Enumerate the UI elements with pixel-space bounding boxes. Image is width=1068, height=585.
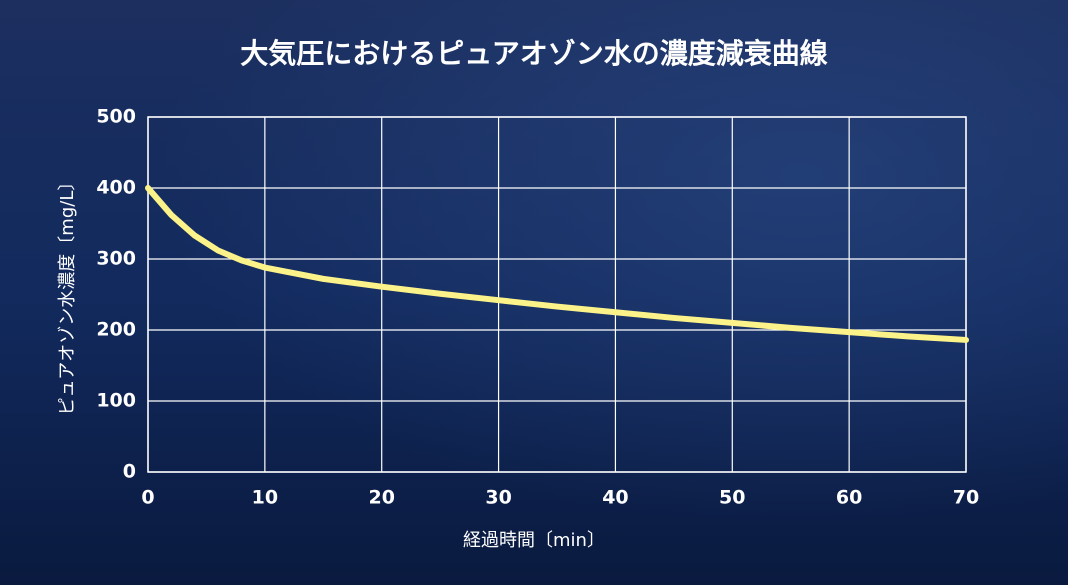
y-tick-label: 200 xyxy=(96,319,136,341)
x-tick-label: 20 xyxy=(368,487,394,509)
x-tick-label: 30 xyxy=(485,487,511,509)
y-tick-label: 0 xyxy=(123,461,136,483)
y-tick-label: 500 xyxy=(96,106,136,128)
x-tick-label: 70 xyxy=(953,487,979,509)
x-axis-label: 経過時間〔min〕 xyxy=(463,530,605,551)
x-tick-label: 50 xyxy=(719,487,745,509)
y-tick-label: 300 xyxy=(96,248,136,270)
x-tick-label: 40 xyxy=(602,487,628,509)
y-tick-label: 100 xyxy=(96,390,136,412)
y-axis-label: ピュアオゾン水濃度〔mg/L〕 xyxy=(57,173,78,416)
x-tick-label: 60 xyxy=(836,487,862,509)
y-tick-label: 400 xyxy=(96,177,136,199)
x-tick-label: 0 xyxy=(141,487,154,509)
x-tick-label: 10 xyxy=(252,487,278,509)
line xyxy=(145,185,969,343)
chart-title: 大気圧におけるピュアオゾン水の濃度減衰曲線 xyxy=(240,37,827,70)
